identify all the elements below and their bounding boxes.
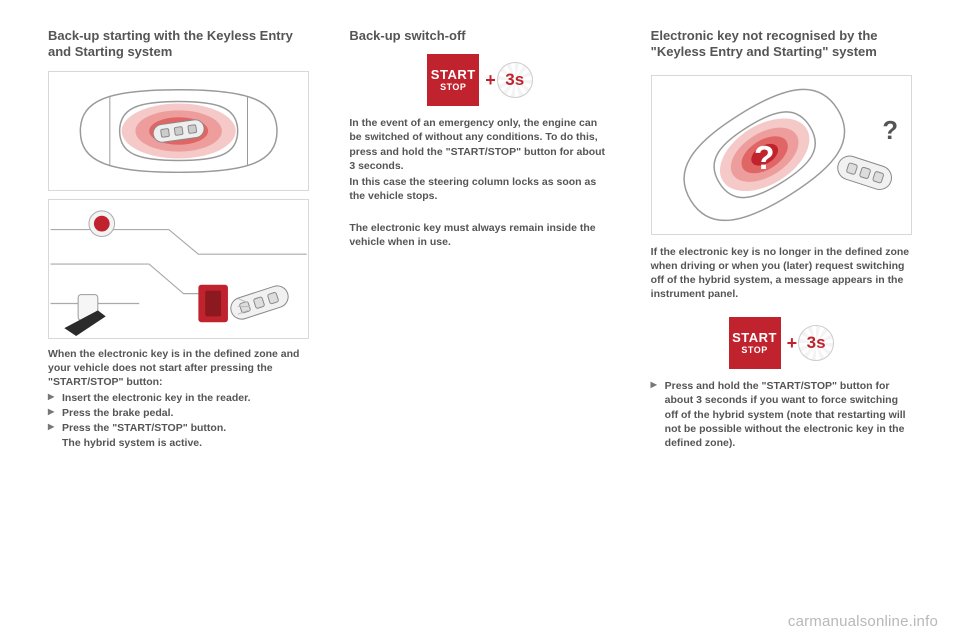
hold-3s-icon: + 3s (485, 62, 533, 98)
col2-para2: In this case the steering column locks a… (349, 175, 610, 203)
start-stop-icon: START STOP (729, 317, 781, 369)
col-backup-switchoff: Back-up switch-off START STOP + 3s In th… (349, 28, 610, 450)
start-label: START (732, 331, 777, 344)
col1-bullets: Insert the electronic key in the reader.… (48, 391, 309, 436)
start-label: START (431, 68, 476, 81)
col1-closing: The hybrid system is active. (48, 436, 309, 450)
col3-bullets: Press and hold the "START/STOP" button f… (651, 379, 912, 450)
illustration-interior-reader (48, 199, 309, 339)
svg-text:?: ? (754, 139, 775, 176)
heading-key-not-recognised: Electronic key not recognised by the "Ke… (651, 28, 912, 61)
plus-icon: + (787, 333, 798, 354)
stop-label: STOP (440, 83, 466, 92)
col2-para3: The electronic key must always remain in… (349, 221, 610, 249)
stop-label: STOP (741, 346, 767, 355)
watermark: carmanualsonline.info (788, 613, 938, 630)
col3-bullet: Press and hold the "START/STOP" button f… (651, 379, 912, 450)
plus-icon: + (485, 70, 496, 91)
duration-label: 3s (807, 333, 826, 353)
clock-icon: 3s (497, 62, 533, 98)
col1-bullet-2: Press the brake pedal. (48, 406, 309, 420)
illustration-car-top-key (48, 71, 309, 191)
startstop-3s-graphic: START STOP + 3s (349, 54, 610, 106)
col-backup-starting: Back-up starting with the Keyless Entry … (48, 28, 309, 450)
col-key-not-recognised: Electronic key not recognised by the "Ke… (651, 28, 912, 450)
hold-3s-icon: + 3s (787, 325, 835, 361)
heading-backup-starting: Back-up starting with the Keyless Entry … (48, 28, 309, 61)
col3-para: If the electronic key is no longer in th… (651, 245, 912, 302)
col1-bullet-3: Press the "START/STOP" button. (48, 421, 309, 435)
col2-para1: In the event of an emergency only, the e… (349, 116, 610, 173)
col1-bullet-1: Insert the electronic key in the reader. (48, 391, 309, 405)
svg-text:?: ? (882, 117, 898, 145)
page-columns: Back-up starting with the Keyless Entry … (48, 28, 912, 450)
heading-backup-switchoff: Back-up switch-off (349, 28, 610, 44)
illustration-key-not-recognised: ? ? (651, 75, 912, 235)
startstop-3s-graphic-2: START STOP + 3s (651, 317, 912, 369)
start-stop-icon: START STOP (427, 54, 479, 106)
col1-intro: When the electronic key is in the define… (48, 347, 309, 390)
duration-label: 3s (505, 70, 524, 90)
clock-icon: 3s (798, 325, 834, 361)
